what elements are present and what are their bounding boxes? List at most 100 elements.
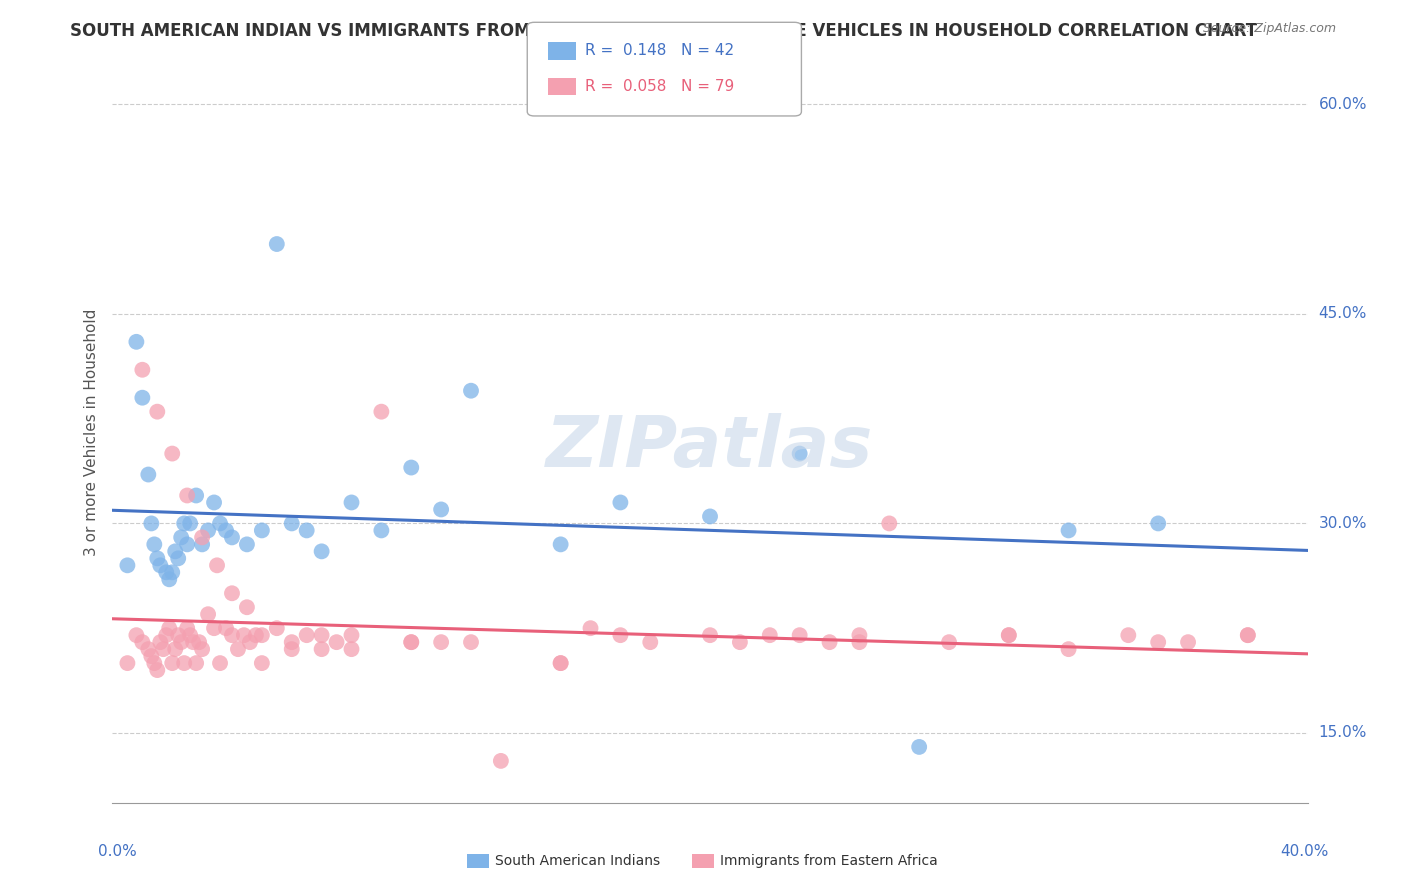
Point — [325, 635, 347, 649]
Point — [266, 237, 288, 252]
Point — [245, 628, 267, 642]
Point — [197, 607, 219, 622]
Point — [250, 524, 273, 538]
Point — [370, 405, 392, 419]
Point — [1177, 635, 1199, 649]
Point — [489, 754, 512, 768]
Point — [311, 628, 333, 642]
Point — [998, 628, 1021, 642]
Point — [250, 656, 273, 670]
Point — [202, 495, 225, 509]
Point — [117, 656, 139, 670]
Point — [165, 642, 187, 657]
Text: Source: ZipAtlas.com: Source: ZipAtlas.com — [1202, 22, 1336, 36]
Point — [789, 628, 811, 642]
Point — [157, 621, 180, 635]
Point — [1057, 642, 1080, 657]
Point — [728, 635, 751, 649]
Point — [640, 635, 662, 649]
Point — [181, 635, 204, 649]
Point — [340, 628, 363, 642]
Point — [550, 656, 572, 670]
Text: ZIPatlas: ZIPatlas — [547, 413, 873, 482]
Point — [1237, 628, 1260, 642]
Point — [340, 642, 363, 657]
Point — [149, 635, 172, 649]
Point — [699, 810, 721, 824]
Point — [1147, 635, 1170, 649]
Text: 60.0%: 60.0% — [1319, 97, 1367, 112]
Point — [215, 621, 238, 635]
Point — [401, 635, 423, 649]
Point — [281, 635, 304, 649]
Point — [430, 502, 453, 516]
Point — [170, 635, 193, 649]
Point — [430, 635, 453, 649]
Text: 45.0%: 45.0% — [1319, 306, 1367, 321]
Point — [146, 663, 169, 677]
Point — [170, 530, 193, 544]
Text: 0.0%: 0.0% — [98, 845, 138, 859]
Point — [179, 516, 201, 531]
Point — [205, 558, 228, 573]
Point — [186, 656, 208, 670]
Point — [789, 446, 811, 460]
Point — [848, 635, 870, 649]
Point — [998, 628, 1021, 642]
Point — [550, 537, 572, 551]
Point — [295, 524, 318, 538]
Point — [908, 739, 931, 754]
Text: SOUTH AMERICAN INDIAN VS IMMIGRANTS FROM EASTERN AFRICA 3 OR MORE VEHICLES IN HO: SOUTH AMERICAN INDIAN VS IMMIGRANTS FROM… — [70, 22, 1257, 40]
Point — [209, 516, 232, 531]
Point — [401, 635, 423, 649]
Text: Immigrants from Eastern Africa: Immigrants from Eastern Africa — [720, 854, 938, 868]
Point — [202, 621, 225, 635]
Point — [1118, 628, 1140, 642]
Text: 40.0%: 40.0% — [1281, 845, 1329, 859]
Point — [370, 524, 392, 538]
Point — [938, 635, 960, 649]
Point — [179, 628, 201, 642]
Point — [221, 586, 243, 600]
Point — [138, 467, 160, 482]
Point — [186, 488, 208, 502]
Point — [401, 460, 423, 475]
Point — [173, 656, 195, 670]
Point — [209, 656, 232, 670]
Text: 15.0%: 15.0% — [1319, 725, 1367, 740]
Point — [125, 628, 148, 642]
Point — [236, 537, 259, 551]
Text: R =  0.148   N = 42: R = 0.148 N = 42 — [585, 44, 734, 58]
Point — [197, 524, 219, 538]
Point — [879, 516, 901, 531]
Point — [818, 635, 841, 649]
Point — [460, 635, 482, 649]
Point — [311, 642, 333, 657]
Text: R =  0.058   N = 79: R = 0.058 N = 79 — [585, 79, 734, 94]
Point — [759, 628, 782, 642]
Point — [155, 628, 177, 642]
Point — [176, 488, 198, 502]
Text: South American Indians: South American Indians — [495, 854, 659, 868]
Point — [191, 642, 214, 657]
Point — [281, 516, 304, 531]
Point — [146, 405, 169, 419]
Point — [191, 530, 214, 544]
Point — [250, 628, 273, 642]
Point — [281, 642, 304, 657]
Point — [460, 384, 482, 398]
Point — [131, 391, 153, 405]
Point — [149, 558, 172, 573]
Point — [155, 566, 177, 580]
Point — [340, 495, 363, 509]
Point — [1237, 628, 1260, 642]
Point — [162, 446, 183, 460]
Point — [236, 600, 259, 615]
Point — [188, 635, 211, 649]
Point — [550, 656, 572, 670]
Point — [176, 537, 198, 551]
Point — [609, 628, 631, 642]
Point — [167, 551, 190, 566]
Point — [141, 649, 163, 664]
Point — [239, 635, 262, 649]
